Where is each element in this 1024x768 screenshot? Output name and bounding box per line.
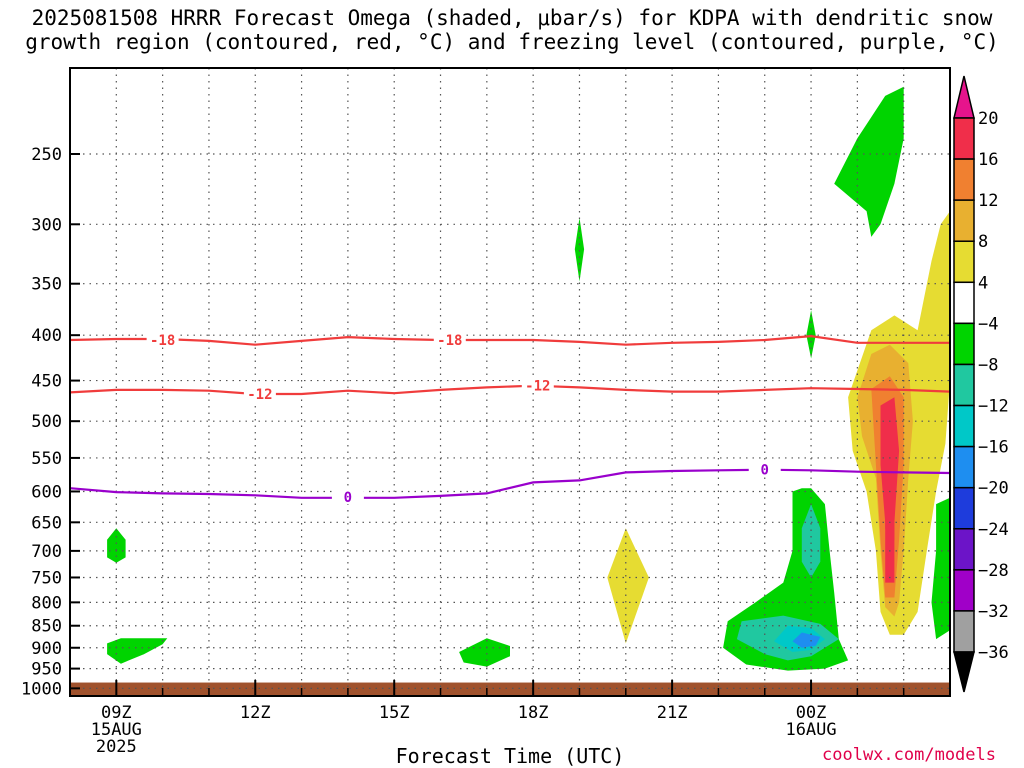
colorbar-bin (953, 486, 975, 530)
y-tick-label: 450 (31, 372, 62, 392)
y-axis: 2503003504004505005506006507007508008509… (21, 145, 80, 699)
colorbar-label: 16 (978, 150, 998, 170)
y-tick-label: 700 (31, 542, 62, 562)
colorbar-bin (953, 199, 975, 242)
contours: -18 -18 -12 -12 0 0 (70, 331, 950, 506)
x-axis-title: Forecast Time (UTC) (395, 744, 625, 768)
x-tick-label: 00Z (796, 703, 827, 723)
omega-region-7 (931, 497, 950, 640)
y-tick-label: 300 (31, 215, 62, 235)
y-tick-label: 250 (31, 145, 62, 165)
grid (70, 68, 950, 696)
colorbar-bin (953, 569, 975, 612)
colorbar-label: −8 (978, 355, 998, 375)
colorbar-label: −36 (978, 643, 1009, 663)
chart-title-line-2: growth region (contoured, red, °C) and f… (25, 30, 999, 54)
colorbar-bin (953, 610, 975, 653)
colorbar-label: 20 (978, 109, 998, 129)
colorbar-bottom-arrow (953, 651, 975, 693)
y-tick-label: 400 (31, 326, 62, 346)
contour-label-bg (243, 386, 276, 402)
y-tick-label: 350 (31, 275, 62, 295)
y-tick-label: 500 (31, 412, 62, 432)
y-tick-label: 850 (31, 617, 62, 637)
x-tick-label: 2025 (96, 737, 137, 757)
omega-region-0 (107, 638, 168, 664)
colorbar-top-arrow (953, 75, 975, 119)
x-tick-label: 18Z (518, 703, 549, 723)
contour-label: -12 (525, 379, 550, 395)
omega-region-11 (792, 632, 821, 648)
x-tick-label: 21Z (657, 703, 688, 723)
colorbar-label: 12 (978, 191, 998, 211)
omega-region-16 (880, 397, 900, 583)
x-tick-label: 15AUG (91, 720, 142, 740)
contour-label-bg (748, 461, 781, 477)
credit-link[interactable]: coolwx.com/models (822, 745, 996, 765)
colorbar-label: −32 (978, 602, 1009, 622)
y-tick-label: 550 (31, 449, 62, 469)
contour-label: 0 (761, 463, 769, 479)
colorbar-label: −20 (978, 479, 1009, 499)
colorbar-bin (953, 528, 975, 571)
colorbar-label: −28 (978, 561, 1009, 581)
colorbar-label: −24 (978, 520, 1009, 540)
omega-region-12 (607, 528, 649, 644)
y-tick-label: 750 (31, 568, 62, 588)
contour-label: -18 (437, 333, 462, 349)
colorbar-bin (953, 240, 975, 284)
contour-label: -18 (150, 333, 175, 349)
colorbar-bin (953, 363, 975, 407)
colorbar: 20 16 12 8 4 −4 −8 −12 −16 −20 −24 −28 −32 −36 (953, 75, 1009, 693)
omega-region-1 (107, 528, 126, 563)
omega-region-2 (459, 638, 510, 667)
contour-label-bg (331, 489, 364, 505)
colorbar-label: −4 (978, 314, 998, 334)
contour-line-2 (70, 468, 950, 499)
colorbar-bin (953, 281, 975, 325)
y-tick-label: 650 (31, 513, 62, 533)
colorbar-label: 4 (978, 273, 988, 293)
colorbar-bin (953, 404, 975, 448)
x-tick-label: 09Z (101, 703, 132, 723)
y-tick-label: 900 (31, 639, 62, 659)
colorbar-label: −12 (978, 397, 1009, 417)
y-tick-label: 600 (31, 482, 62, 502)
colorbar-bin (953, 322, 975, 366)
x-tick-label: 12Z (240, 703, 271, 723)
chart-title: 2025081508 HRRR Forecast Omega (shaded, … (0, 6, 1024, 54)
colorbar-bin (953, 158, 975, 201)
omega-region-3 (574, 217, 585, 282)
colorbar-label: −16 (978, 438, 1009, 458)
contour-line-0 (70, 334, 950, 346)
contour-label-bg (433, 331, 466, 347)
contour-label: -12 (247, 387, 272, 403)
plot-frame (69, 67, 951, 697)
contour-label: 0 (344, 490, 352, 506)
omega-shading (107, 86, 950, 671)
omega-region-4 (806, 310, 816, 359)
chart-title-line-1: 2025081508 HRRR Forecast Omega (shaded, … (31, 6, 993, 30)
contour-line-1 (70, 384, 950, 396)
colorbar-bin (953, 445, 975, 489)
x-tick-label: 15Z (379, 703, 410, 723)
y-tick-label: 1000 (21, 679, 62, 699)
omega-region-17 (885, 491, 895, 546)
y-tick-label: 950 (31, 660, 62, 680)
ground-band (70, 682, 950, 696)
colorbar-label: 8 (978, 232, 988, 252)
omega-region-9 (801, 504, 821, 578)
contour-label-bg (146, 331, 179, 347)
omega-region-5 (834, 86, 904, 237)
colorbar-bin (953, 117, 975, 160)
contour-label-bg (521, 377, 554, 393)
x-tick-label: 16AUG (785, 720, 836, 740)
y-tick-label: 800 (31, 593, 62, 613)
